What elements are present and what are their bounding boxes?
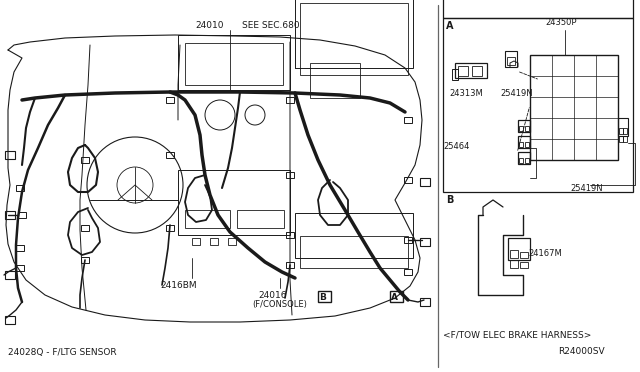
Bar xyxy=(443,0,633,18)
Bar xyxy=(404,177,412,183)
Bar xyxy=(508,238,530,260)
Bar xyxy=(178,170,290,235)
Bar xyxy=(286,97,294,103)
Bar xyxy=(310,63,360,98)
Bar xyxy=(295,0,413,68)
Bar xyxy=(18,212,26,218)
Bar xyxy=(525,158,529,163)
Bar xyxy=(458,66,468,76)
Text: <F/TOW ELEC BRAKE HARNESS>: <F/TOW ELEC BRAKE HARNESS> xyxy=(443,330,591,340)
Bar xyxy=(404,117,412,123)
Bar xyxy=(5,211,15,219)
Text: 24167M: 24167M xyxy=(528,248,562,257)
Bar xyxy=(518,136,530,148)
Bar xyxy=(618,118,628,136)
Bar xyxy=(472,66,482,76)
Bar xyxy=(520,262,528,268)
Bar xyxy=(519,158,523,163)
Text: 24028Q - F/LTG SENSOR: 24028Q - F/LTG SENSOR xyxy=(8,347,116,356)
Bar xyxy=(318,291,331,302)
Bar xyxy=(16,265,24,271)
Text: A: A xyxy=(446,21,454,31)
Bar xyxy=(210,238,218,245)
Bar xyxy=(525,142,529,147)
Bar xyxy=(81,225,89,231)
Bar xyxy=(16,185,24,191)
Text: 2416BM: 2416BM xyxy=(160,280,196,289)
Text: A: A xyxy=(391,292,398,301)
Text: 24010: 24010 xyxy=(195,20,223,29)
Bar xyxy=(510,250,518,258)
Bar xyxy=(81,257,89,263)
Bar xyxy=(166,225,174,231)
Bar xyxy=(5,316,15,324)
Bar xyxy=(518,120,530,132)
Bar xyxy=(519,126,523,131)
Bar xyxy=(5,271,15,279)
Bar xyxy=(237,210,284,228)
Bar xyxy=(507,57,515,65)
Bar xyxy=(16,245,24,251)
Bar xyxy=(420,238,430,246)
Bar xyxy=(192,238,200,245)
Text: 25419N: 25419N xyxy=(500,89,532,97)
Bar xyxy=(300,3,408,75)
Text: B: B xyxy=(319,292,326,301)
Bar xyxy=(443,18,633,192)
Bar xyxy=(300,236,408,268)
Bar xyxy=(623,136,627,142)
Text: 25419N: 25419N xyxy=(570,183,603,192)
Text: B: B xyxy=(446,195,453,205)
Bar xyxy=(452,69,458,80)
Bar xyxy=(166,97,174,103)
Bar xyxy=(81,157,89,163)
Text: R24000SV: R24000SV xyxy=(558,347,605,356)
Text: SEE SEC.680: SEE SEC.680 xyxy=(242,20,300,29)
Bar xyxy=(178,35,290,90)
Bar xyxy=(505,51,517,67)
Text: 25464: 25464 xyxy=(443,141,469,151)
Bar xyxy=(404,237,412,243)
Bar xyxy=(420,298,430,306)
Text: 24313M: 24313M xyxy=(449,89,483,97)
Bar xyxy=(404,269,412,275)
Bar xyxy=(520,252,528,258)
Bar xyxy=(518,152,530,164)
Bar xyxy=(390,291,403,302)
Bar xyxy=(455,63,487,78)
Bar xyxy=(619,136,623,142)
Bar xyxy=(525,126,529,131)
Bar xyxy=(166,152,174,158)
Bar xyxy=(420,178,430,186)
Bar xyxy=(286,172,294,178)
Bar xyxy=(228,238,236,245)
Bar xyxy=(286,262,294,268)
Bar xyxy=(519,142,523,147)
Bar xyxy=(185,43,283,85)
Text: 24016: 24016 xyxy=(258,291,287,299)
Bar xyxy=(286,232,294,238)
Text: 24350P: 24350P xyxy=(545,17,577,26)
Text: (F/CONSOLE): (F/CONSOLE) xyxy=(252,301,307,310)
Bar xyxy=(185,210,230,228)
Bar xyxy=(510,260,518,268)
Bar xyxy=(623,128,627,134)
Bar xyxy=(5,151,15,159)
Bar xyxy=(619,128,623,134)
Bar xyxy=(530,55,618,160)
Bar xyxy=(295,213,413,258)
